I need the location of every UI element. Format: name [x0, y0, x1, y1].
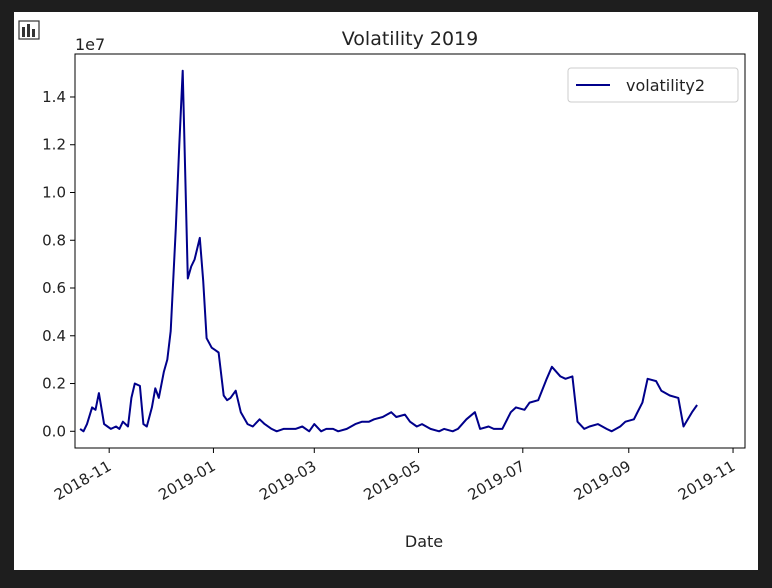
- figure-canvas: Volatility 2019 1e7 0.0 0.2 0.4 0.6 0.8 1.0 1.2 1…: [14, 12, 758, 570]
- y-scale-label: 1e7: [75, 35, 105, 54]
- legend-box: [567, 67, 739, 103]
- x-tick-label: 2019-03: [256, 457, 319, 504]
- x-tick-label: 2019-09: [571, 457, 634, 504]
- series-line-volatility2: [79, 69, 698, 433]
- x-tick-label: 2018-11: [51, 457, 114, 504]
- x-tick-label: 2019-05: [361, 457, 424, 504]
- y-tick-label: 0.2: [42, 375, 66, 393]
- chart-title: Volatility 2019: [342, 28, 478, 50]
- plot-frame: [74, 53, 746, 449]
- x-tick-label: 2019-07: [465, 457, 528, 504]
- bar-chart-icon[interactable]: [18, 20, 40, 40]
- x-tick-label: 2019-01: [155, 457, 218, 504]
- y-tick-label: 0.0: [42, 422, 66, 440]
- y-tick-label: 1.4: [42, 88, 66, 106]
- line-chart: Volatility 2019 1e7 0.0 0.2 0.4 0.6 0.8 1.0 1.2 1…: [42, 28, 746, 551]
- x-axis-label: Date: [405, 532, 443, 551]
- y-tick-label: 0.4: [42, 327, 66, 345]
- x-tick-label: 2019-11: [675, 457, 738, 504]
- y-tick-label: 1.0: [42, 183, 66, 201]
- legend-label: volatility2: [626, 76, 705, 95]
- y-tick-label: 1.2: [42, 136, 66, 154]
- y-tick-label: 0.6: [42, 279, 66, 297]
- y-tick-label: 0.8: [42, 231, 66, 249]
